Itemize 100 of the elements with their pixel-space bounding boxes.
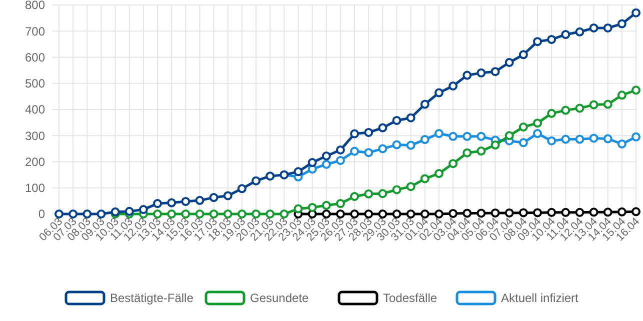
point: [420, 174, 430, 184]
y-tick-label: 0: [38, 207, 46, 222]
point: [434, 88, 444, 98]
point: [589, 208, 598, 217]
point: [350, 210, 360, 218]
point: [617, 19, 626, 28]
point: [223, 191, 232, 200]
point: [322, 152, 331, 161]
point: [632, 132, 640, 142]
point: [603, 134, 612, 144]
point: [336, 199, 345, 208]
y-tick-label: 400: [24, 102, 46, 117]
point: [632, 86, 640, 95]
point: [266, 172, 275, 181]
point: [518, 208, 528, 218]
point: [195, 196, 204, 205]
point: [518, 50, 528, 60]
point: [603, 208, 612, 217]
point: [504, 131, 514, 140]
point: [322, 200, 331, 210]
point: [378, 210, 388, 218]
point: [504, 208, 514, 218]
point: [392, 116, 402, 125]
point: [589, 134, 598, 143]
y-tick-label: 800: [24, 0, 46, 12]
point: [138, 205, 148, 214]
legend-label: Todesfälle: [383, 291, 438, 306]
point: [532, 208, 542, 218]
point: [518, 122, 528, 132]
point: [603, 100, 612, 109]
point: [476, 68, 486, 78]
point: [448, 208, 458, 218]
point: [589, 100, 598, 110]
point: [575, 27, 584, 36]
point: [364, 128, 374, 137]
point: [476, 132, 486, 141]
point: [532, 129, 542, 138]
point: [294, 167, 303, 176]
point: [167, 198, 176, 208]
point: [532, 118, 542, 128]
point: [364, 189, 374, 198]
point: [504, 58, 514, 67]
point: [617, 207, 626, 216]
point: [518, 138, 528, 148]
point: [462, 132, 472, 141]
point: [617, 139, 626, 148]
point: [364, 148, 374, 158]
legend-label: Aktuell infiziert: [501, 291, 580, 306]
point: [561, 106, 570, 115]
point: [589, 23, 598, 32]
point: [392, 210, 402, 218]
point: [476, 146, 486, 156]
point: [420, 100, 430, 109]
y-tick-label: 600: [24, 50, 46, 64]
point: [392, 140, 402, 150]
point: [167, 210, 176, 218]
y-tick-label: 300: [24, 128, 46, 143]
point: [252, 210, 261, 218]
point: [68, 210, 78, 218]
point: [547, 34, 556, 44]
point: [561, 134, 570, 144]
y-tick-label: 500: [24, 76, 46, 91]
point: [153, 199, 162, 208]
point: [124, 206, 134, 216]
point: [350, 129, 360, 138]
point: [308, 158, 317, 168]
point: [532, 37, 542, 46]
y-tick-label: 100: [24, 181, 46, 196]
point: [561, 208, 570, 217]
point: [294, 204, 303, 214]
point: [490, 140, 500, 150]
point: [181, 196, 190, 206]
point: [462, 70, 472, 80]
y-tick-label: 200: [24, 154, 46, 169]
point: [547, 108, 556, 118]
point: [448, 81, 458, 90]
point: [561, 30, 570, 40]
point: [392, 185, 402, 194]
point: [96, 210, 106, 218]
point: [308, 202, 317, 212]
point: [209, 193, 218, 202]
point: [378, 189, 388, 198]
point: [280, 210, 289, 218]
point: [181, 210, 190, 218]
point: [406, 140, 416, 150]
point: [490, 67, 500, 76]
point: [406, 182, 416, 192]
point: [434, 129, 444, 138]
point: [420, 135, 430, 144]
point: [237, 184, 246, 194]
point: [350, 146, 360, 156]
point: [378, 144, 388, 154]
point: [575, 104, 584, 113]
point: [476, 208, 486, 218]
point: [336, 156, 345, 165]
point: [603, 23, 612, 32]
point: [153, 210, 162, 218]
point: [462, 148, 472, 158]
y-tick-label: 700: [24, 24, 46, 38]
legend-label: Bestätigte-Fälle: [110, 291, 194, 306]
